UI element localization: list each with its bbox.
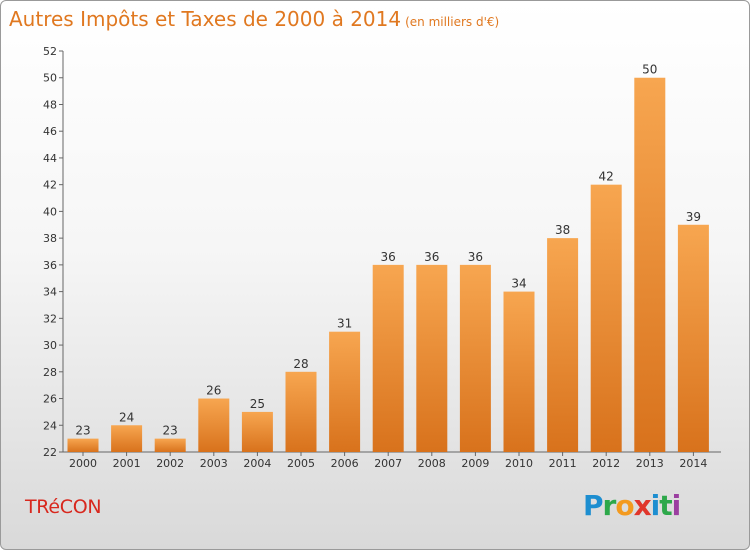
- bar: [329, 331, 361, 452]
- logo-letter: i: [671, 489, 682, 522]
- data-label: 31: [337, 317, 352, 331]
- y-tick-label: 34: [43, 286, 57, 299]
- bar: [372, 264, 404, 452]
- y-tick-label: 42: [43, 179, 57, 192]
- x-tick-label: 2003: [200, 457, 228, 470]
- x-tick-label: 2002: [156, 457, 184, 470]
- y-tick-label: 50: [43, 72, 57, 85]
- y-tick-label: 32: [43, 312, 57, 325]
- x-tick-label: 2006: [331, 457, 359, 470]
- data-label: 24: [119, 410, 134, 424]
- x-tick-label: 2007: [374, 457, 402, 470]
- x-tick-label: 2001: [113, 457, 141, 470]
- bars: [67, 77, 709, 452]
- y-tick-label: 38: [43, 232, 57, 245]
- logo-letter: P: [583, 489, 604, 522]
- data-label: 23: [163, 424, 178, 438]
- bar: [634, 77, 666, 452]
- data-label: 42: [599, 170, 614, 184]
- y-tick-label: 22: [43, 446, 57, 459]
- data-label: 26: [206, 384, 221, 398]
- logo-letter: x: [633, 489, 652, 522]
- data-label: 36: [381, 250, 396, 264]
- x-tick-label: 2012: [592, 457, 620, 470]
- data-labels: 23 24 23 26 25 28 31 36 36 36 34 38 42 50 39: [75, 63, 701, 438]
- y-tick-label: 44: [43, 152, 57, 165]
- y-tick-label: 52: [43, 45, 57, 58]
- y-tick-label: 28: [43, 366, 57, 379]
- x-tick-label: 2010: [505, 457, 533, 470]
- x-tick-label: 2008: [418, 457, 446, 470]
- data-label: 50: [642, 63, 657, 77]
- data-label: 23: [75, 424, 90, 438]
- data-label: 36: [424, 250, 439, 264]
- bar: [111, 425, 143, 452]
- bar: [67, 438, 99, 452]
- x-tick-label: 2009: [461, 457, 489, 470]
- chart-title-text: Autres Impôts et Taxes de 2000 à 2014: [9, 7, 402, 31]
- logo-letter: r: [602, 489, 617, 522]
- logo-letter: t: [659, 489, 672, 522]
- axes: 22 24 26 28 30 32 34 36 38 40 42 44 46 48 50 52 2000 2001…: [43, 45, 721, 470]
- y-tick-label: 46: [43, 125, 57, 138]
- bar: [416, 264, 448, 452]
- x-tick-label: 2004: [243, 457, 271, 470]
- bar: [154, 438, 186, 452]
- bar: [198, 398, 230, 452]
- x-tick-label: 2013: [636, 457, 664, 470]
- y-tick-label: 40: [43, 205, 57, 218]
- chart-unit: (en milliers d'€): [405, 15, 500, 29]
- y-tick-label: 36: [43, 259, 57, 272]
- bar: [503, 291, 535, 452]
- logo-letter: i: [650, 489, 661, 522]
- data-label: 36: [468, 250, 483, 264]
- bar: [241, 411, 273, 452]
- logo-letter: o: [615, 489, 634, 522]
- bar: [285, 371, 317, 452]
- data-label: 25: [250, 397, 265, 411]
- commune-name: TRéCON: [25, 496, 102, 518]
- bar: [547, 238, 579, 452]
- bar: [459, 264, 491, 452]
- y-tick-label: 26: [43, 393, 57, 406]
- data-label: 34: [511, 277, 526, 291]
- y-tick-label: 24: [43, 419, 57, 432]
- bar: [590, 184, 622, 452]
- bar: [677, 224, 709, 452]
- data-label: 28: [293, 357, 308, 371]
- y-tick-label: 30: [43, 339, 57, 352]
- x-tick-label: 2014: [679, 457, 707, 470]
- proxiti-logo[interactable]: Proxiti: [583, 489, 682, 522]
- x-tick-label: 2005: [287, 457, 315, 470]
- data-label: 38: [555, 223, 570, 237]
- x-tick-label: 2000: [69, 457, 97, 470]
- x-tick-label: 2011: [549, 457, 577, 470]
- data-label: 39: [686, 210, 701, 224]
- chart-title: Autres Impôts et Taxes de 2000 à 2014 (en…: [9, 7, 499, 31]
- y-tick-label: 48: [43, 98, 57, 111]
